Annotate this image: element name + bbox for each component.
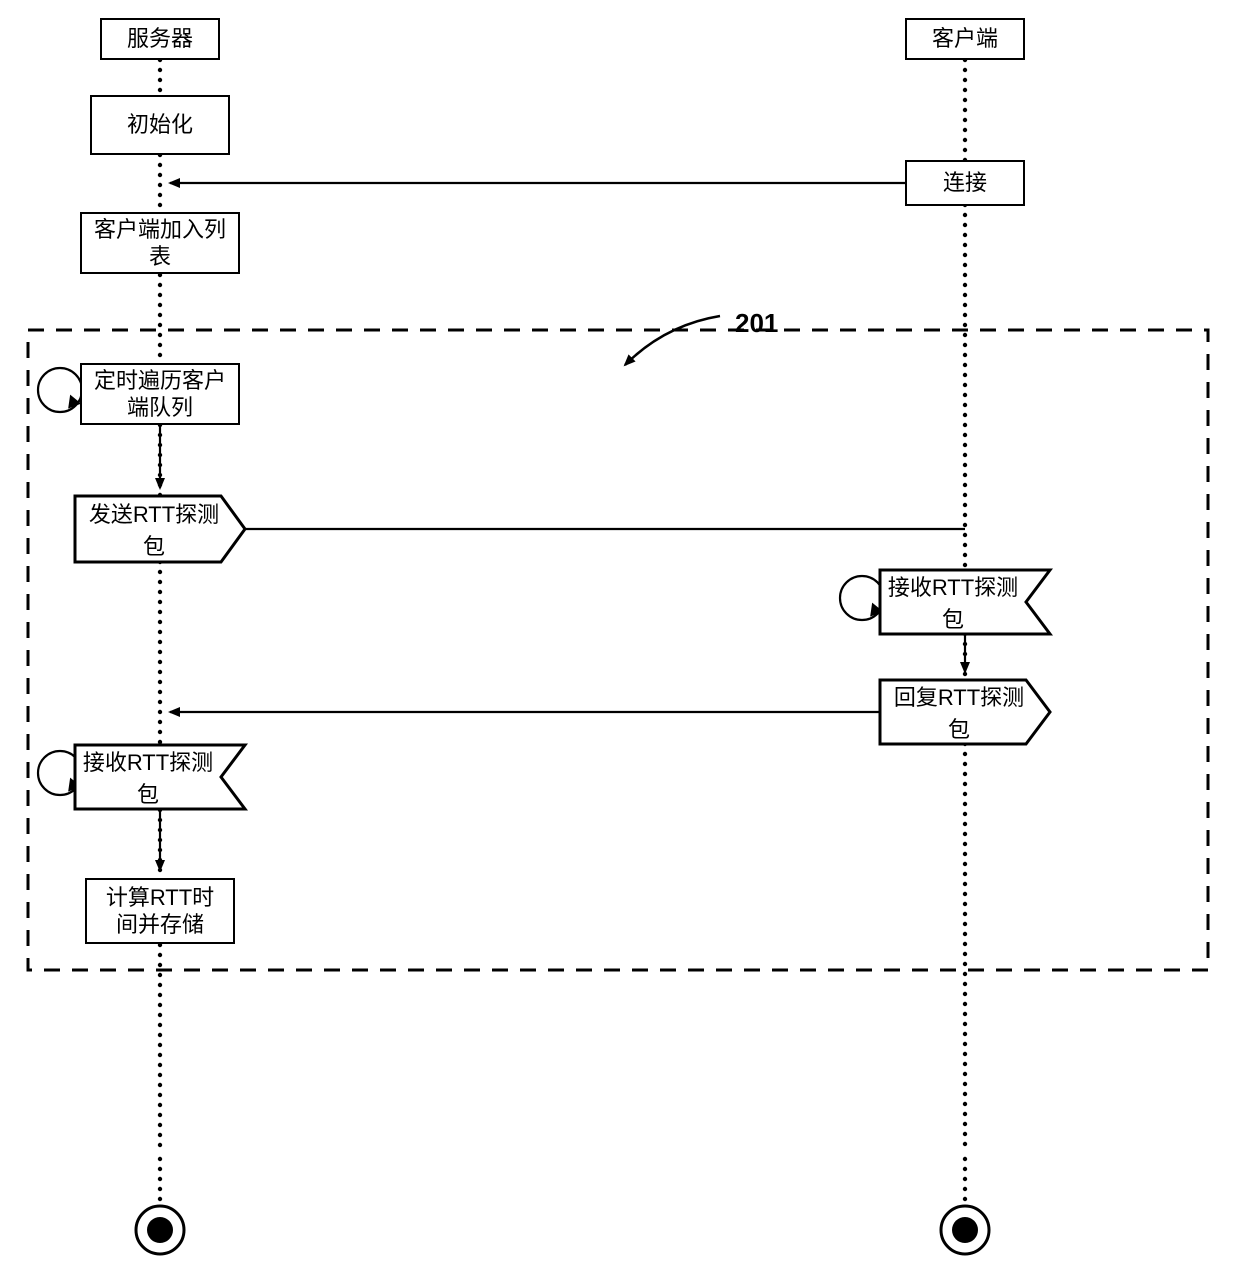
- server-head: 服务器: [100, 18, 220, 60]
- addlist: 客户端加入列表: [80, 212, 240, 274]
- diagram-svg: [0, 0, 1240, 1272]
- ref-label-201: 201: [735, 308, 778, 339]
- traverse: 定时遍历客户端队列: [80, 363, 240, 425]
- calc: 计算RTT时间并存储: [85, 878, 235, 944]
- init: 初始化: [90, 95, 230, 155]
- connect: 连接: [905, 160, 1025, 206]
- client-head: 客户端: [905, 18, 1025, 60]
